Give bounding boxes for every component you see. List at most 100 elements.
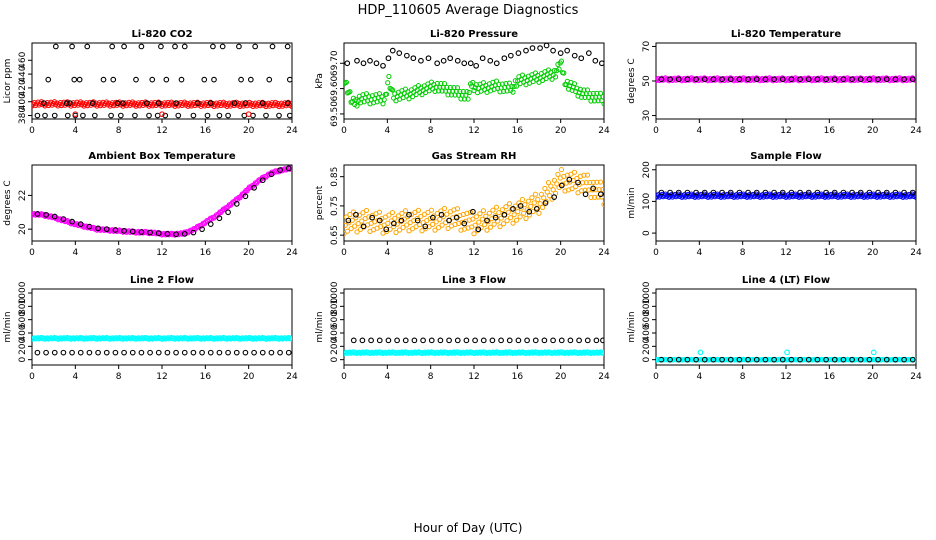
data-point-min: [34, 112, 41, 119]
data-point-avg: [386, 73, 392, 80]
data-point-max: [719, 356, 725, 363]
x-tick-label: 0: [341, 372, 347, 382]
data-point-avg: [872, 77, 878, 83]
data-point-max: [866, 76, 873, 83]
data-point-max: [857, 189, 864, 196]
data-point-avg: [87, 335, 93, 341]
data-point-max: [797, 356, 803, 363]
plot-area: [344, 166, 604, 237]
data-point-avg: [846, 77, 852, 83]
data-point-max: [453, 214, 460, 221]
data-point-max: [693, 356, 699, 363]
data-point-avg: [430, 221, 436, 227]
data-point-avg: [661, 76, 667, 82]
data-point-avg: [360, 349, 366, 355]
data-point-avg: [399, 349, 405, 355]
data-point-avg: [119, 335, 125, 341]
data-point-avg: [347, 89, 353, 95]
x-tick-label: 16: [512, 126, 524, 136]
data-point-avg: [588, 194, 594, 201]
x-tick-label: 12: [468, 126, 479, 136]
data-point-max: [701, 356, 708, 363]
data-point-max: [51, 213, 58, 220]
data-point-avg: [820, 77, 826, 83]
data-point-max: [501, 211, 508, 218]
figure-title: HDP_110605 Average Diagnostics: [358, 3, 579, 18]
data-point-avg: [742, 77, 748, 83]
data-point-avg: [437, 216, 443, 222]
data-point-max: [360, 223, 367, 230]
data-point-avg: [713, 192, 719, 198]
data-point-avg: [470, 216, 476, 222]
panel-4: Ambient Box Temperature 0 4 8 12 16 20 24 20 22 de…: [3, 151, 298, 258]
data-point-avg: [508, 215, 514, 221]
data-point-avg: [435, 225, 442, 231]
data-point-max: [138, 43, 145, 50]
x-tick-label: 12: [468, 248, 479, 258]
data-point-low: [89, 100, 96, 106]
data-point-max: [147, 349, 153, 356]
data-point-max: [236, 43, 242, 50]
data-point-max: [414, 217, 421, 224]
data-point-avg: [749, 193, 755, 199]
data-point-max: [121, 43, 127, 50]
data-point-avg: [723, 193, 729, 199]
data-point-max: [172, 43, 178, 50]
data-point-max: [252, 43, 259, 50]
x-tick-label: 4: [384, 126, 390, 136]
data-point-max: [684, 76, 691, 83]
data-point-max: [242, 349, 249, 356]
data-point-avg: [344, 349, 349, 355]
data-point-max: [831, 356, 838, 363]
data-point-max: [840, 189, 847, 196]
data-point-avg: [817, 192, 823, 198]
data-point-avg: [382, 349, 388, 355]
x-tick-label: 0: [341, 126, 347, 136]
data-point-avg: [278, 335, 284, 341]
data-point-max: [472, 337, 478, 344]
y-tick-label: 1000: [642, 281, 652, 304]
data-point-avg: [726, 192, 732, 198]
data-point-avg: [165, 335, 171, 341]
y-tick-label: 69.70: [330, 50, 340, 76]
data-point-avg: [601, 201, 604, 208]
data-point-avg: [594, 90, 600, 97]
data-point-avg: [905, 193, 911, 199]
data-point-max: [901, 356, 907, 363]
y-tick-label: 0: [642, 230, 652, 236]
data-point-avg: [431, 349, 437, 355]
data-point-avg: [438, 80, 444, 87]
data-point-avg: [513, 217, 520, 223]
data-point-max: [593, 337, 600, 344]
data-point-avg: [213, 335, 219, 341]
data-point-avg: [558, 58, 565, 64]
data-point-max: [585, 50, 592, 56]
data-point-avg: [404, 222, 410, 228]
data-point-max: [385, 337, 392, 344]
data-point-max: [34, 349, 41, 356]
data-point-avg: [600, 94, 604, 100]
data-point-min: [42, 112, 48, 119]
data-point-max: [467, 60, 474, 67]
data-point-max: [866, 356, 873, 363]
data-point-avg: [745, 193, 751, 199]
panel-title: Line 4 (LT) Flow: [742, 275, 830, 286]
data-point-min: [190, 112, 197, 119]
data-point-max: [69, 349, 75, 356]
data-point-avg: [379, 349, 385, 355]
data-point-avg: [498, 215, 504, 221]
data-point-avg: [706, 193, 712, 199]
data-point-max: [95, 349, 101, 356]
data-point-avg: [713, 76, 719, 82]
data-point-avg: [516, 349, 522, 355]
data-point-avg: [359, 218, 365, 224]
x-tick-label: 16: [512, 372, 524, 382]
data-point-avg: [810, 193, 816, 199]
x-tick-label: 12: [468, 372, 479, 382]
data-point-avg: [282, 335, 288, 341]
data-point-avg: [846, 193, 852, 199]
data-point-max: [901, 189, 907, 196]
data-point-max: [762, 76, 769, 83]
data-point-avg: [716, 193, 722, 199]
